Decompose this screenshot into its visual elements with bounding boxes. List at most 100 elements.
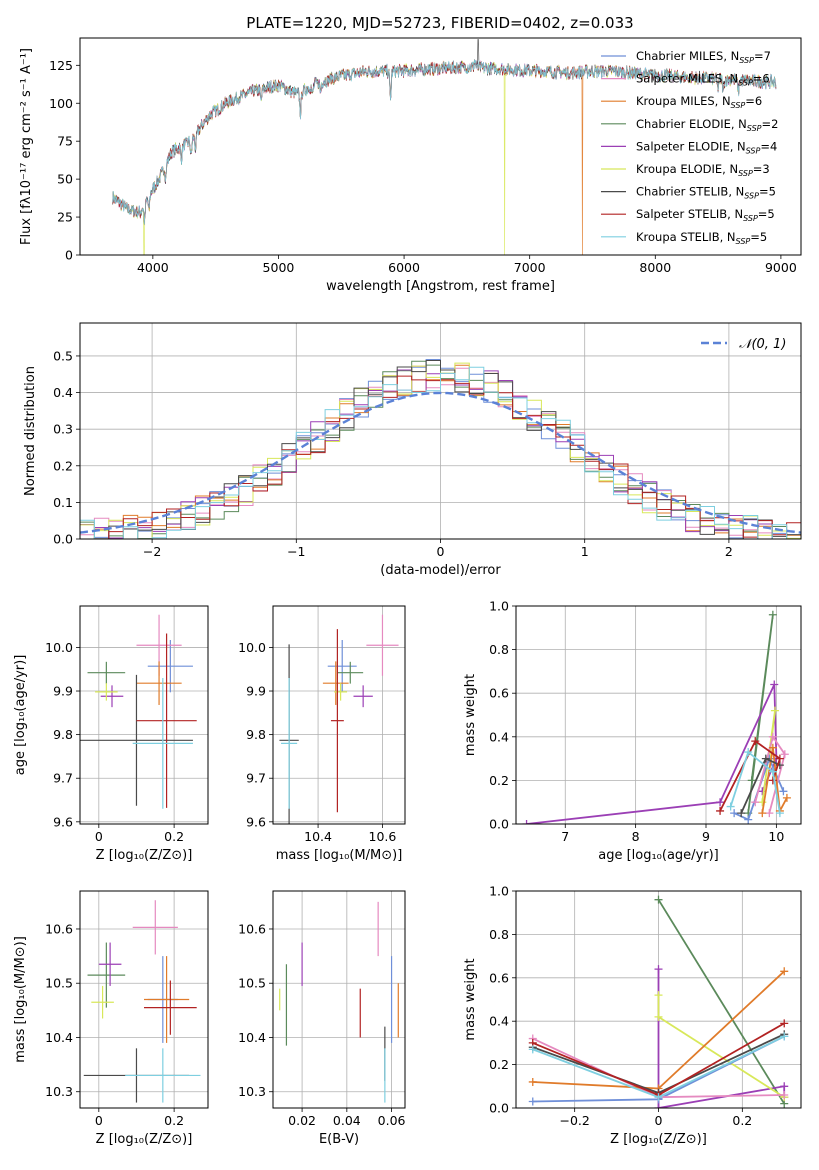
x-tick-label: 10.4 — [304, 829, 332, 844]
y-tick-label: 10.0 — [238, 640, 266, 655]
mw-marker-salpeter_stelib — [780, 1019, 789, 1028]
mw-marker-salpeter_stelib — [716, 806, 725, 815]
errorbar-kroupa_stelib — [132, 677, 193, 809]
mw-marker-salpeter_elodie — [770, 680, 779, 689]
x-axis-label: E(B-V) — [319, 1132, 359, 1147]
x-tick-label: 0 — [95, 829, 103, 844]
mw-marker-salpeter_elodie — [522, 820, 531, 824]
x-tick-label: 0.06 — [378, 1113, 406, 1128]
y-tick-label: 1.0 — [489, 599, 509, 614]
y-tick-label: 0.6 — [489, 686, 509, 701]
x-tick-label: 5000 — [263, 260, 295, 275]
mw-line-kroupa_stelib — [729, 750, 781, 814]
x-axis-label: Z [log₁₀(Z/Z⊙)] — [96, 848, 193, 863]
axes-frame — [79, 37, 802, 256]
x-tick-label: 0.2 — [164, 829, 184, 844]
y-tick-label: 0 — [65, 248, 73, 263]
mw-marker-chabrier_elodie — [654, 895, 663, 904]
x-tick-label: −0.2 — [559, 1113, 589, 1128]
y-tick-label: 125 — [49, 58, 73, 73]
panel-spectrum: 4000 5000 6000 7000 8000 9000 0 25 50 75 100 125 wav… — [19, 37, 802, 294]
mw-marker-kroupa_stelib — [775, 809, 784, 818]
errorbar-salpeter_stelib — [330, 629, 344, 813]
plot-area — [279, 614, 399, 824]
y-tick-label: 0.3 — [53, 422, 73, 437]
errorbar-chabrier_miles — [327, 640, 357, 693]
spectrum-kroupa_stelib — [112, 59, 777, 225]
axes-frame — [79, 605, 209, 825]
panel-age_vs_mass: 10.4 10.6 9.6 9.7 9.8 9.9 10.0 mass [log₁₀(M/M⊙… — [238, 605, 406, 863]
mw-marker-chabrier_elodie — [768, 610, 777, 619]
axes-frame — [272, 890, 406, 1109]
y-tick-label: 10.3 — [45, 1084, 73, 1099]
y-tick-label: 0.2 — [489, 1057, 509, 1072]
x-tick-label: 0 — [95, 1113, 103, 1128]
mw-line-salpeter_stelib — [719, 739, 781, 812]
y-tick-label: 50 — [57, 172, 73, 187]
y-tick-label: 10.6 — [45, 921, 73, 936]
mw-marker-salpeter_elodie — [716, 798, 725, 807]
y-axis-label: mass [log₁₀(M/M⊙)] — [13, 936, 28, 1063]
mw-marker-chabrier_elodie — [747, 776, 756, 785]
plot-area — [279, 901, 399, 1103]
errorbar-salpeter_stelib — [144, 980, 197, 1035]
legend-label-kroupa_miles: Kroupa MILES, NSSP=6 — [636, 94, 762, 110]
mw-marker-kroupa_stelib — [726, 802, 735, 811]
mw-marker-salpeter_miles — [780, 750, 789, 759]
x-tick-label: 6000 — [388, 260, 420, 275]
y-tick-label: 0.2 — [53, 458, 73, 473]
errorbar-kroupa_stelib — [125, 1048, 201, 1103]
hist-chabrier_stelib — [80, 360, 801, 539]
y-tick-label: 10.6 — [238, 921, 266, 936]
y-tick-label: 9.7 — [53, 771, 73, 786]
mw-marker-kroupa_miles — [758, 809, 767, 818]
errorbar-salpeter_elodie — [100, 685, 124, 708]
x-tick-label: 9 — [702, 829, 710, 844]
mw-marker-kroupa_miles — [528, 1077, 537, 1086]
mw-marker-kroupa_stelib — [768, 767, 777, 776]
x-tick-label: 0 — [437, 544, 445, 559]
mw-marker-kroupa_miles — [768, 743, 777, 752]
legend-label-chabrier_miles: Chabrier MILES, NSSP=7 — [636, 49, 771, 65]
mw-marker-kroupa_elodie — [654, 1012, 663, 1021]
y-axis-label: Normed distribution — [23, 366, 38, 496]
panel-mass_vs_ebv: 0.02 0.04 0.06 10.3 10.4 10.5 10.6 E(B-V) — [238, 890, 406, 1147]
x-axis-label: Z [log₁₀(Z/Z⊙)] — [96, 1132, 193, 1147]
mw-marker-kroupa_elodie — [654, 991, 663, 1000]
x-tick-label: 8 — [632, 829, 640, 844]
mw-marker-kroupa_stelib — [780, 1032, 789, 1041]
errorbar-chabrier_stelib — [80, 674, 193, 806]
x-tick-label: 0.2 — [732, 1113, 752, 1128]
errorbar-salpeter_elodie — [98, 942, 122, 986]
x-axis-label: Z [log₁₀(Z/Z⊙)] — [610, 1132, 707, 1147]
y-tick-label: 10.3 — [238, 1084, 266, 1099]
mw-line-salpeter_elodie — [526, 684, 778, 824]
x-tick-label: 1 — [581, 544, 589, 559]
mw-marker-salpeter_stelib — [775, 754, 784, 763]
y-tick-label: 10.5 — [238, 976, 266, 991]
y-tick-label: 100 — [49, 96, 73, 111]
errorbar-kroupa_elodie — [334, 683, 348, 701]
y-tick-label: 10.5 — [45, 976, 73, 991]
panel-massweight_vs_Z: −0.2 0 0.2 0.0 0.2 0.4 0.6 0.8 1.0 Z [log₁₀(Z/Z⊙)… — [463, 884, 802, 1147]
legend-label-chabrier_elodie: Chabrier ELODIE, NSSP=2 — [636, 117, 778, 133]
y-tick-label: 10.4 — [238, 1030, 266, 1045]
y-axis-label: mass weight — [463, 674, 478, 756]
mw-marker-kroupa_miles — [782, 793, 791, 802]
plot-area — [528, 895, 789, 1108]
plot-area — [112, 39, 777, 255]
mw-marker-chabrier_miles — [528, 1097, 537, 1106]
mw-marker-salpeter_miles — [765, 809, 774, 818]
y-tick-label: 0.8 — [489, 642, 509, 657]
errorbar-kroupa_miles — [144, 956, 190, 1043]
y-tick-label: 0.1 — [53, 495, 73, 510]
mw-marker-salpeter_miles — [751, 798, 760, 807]
legend-label-kroupa_stelib: Kroupa STELIB, NSSP=5 — [636, 230, 767, 246]
legend-label-salpeter_elodie: Salpeter ELODIE, NSSP=4 — [636, 139, 777, 155]
errorbar-chabrier_elodie — [87, 942, 126, 1008]
mw-marker-salpeter_stelib — [751, 737, 760, 746]
errorbar-chabrier_elodie — [87, 661, 126, 684]
plot-area — [522, 610, 791, 824]
legend-label-salpeter_miles: Salpeter MILES, NSSP=6 — [636, 72, 770, 88]
